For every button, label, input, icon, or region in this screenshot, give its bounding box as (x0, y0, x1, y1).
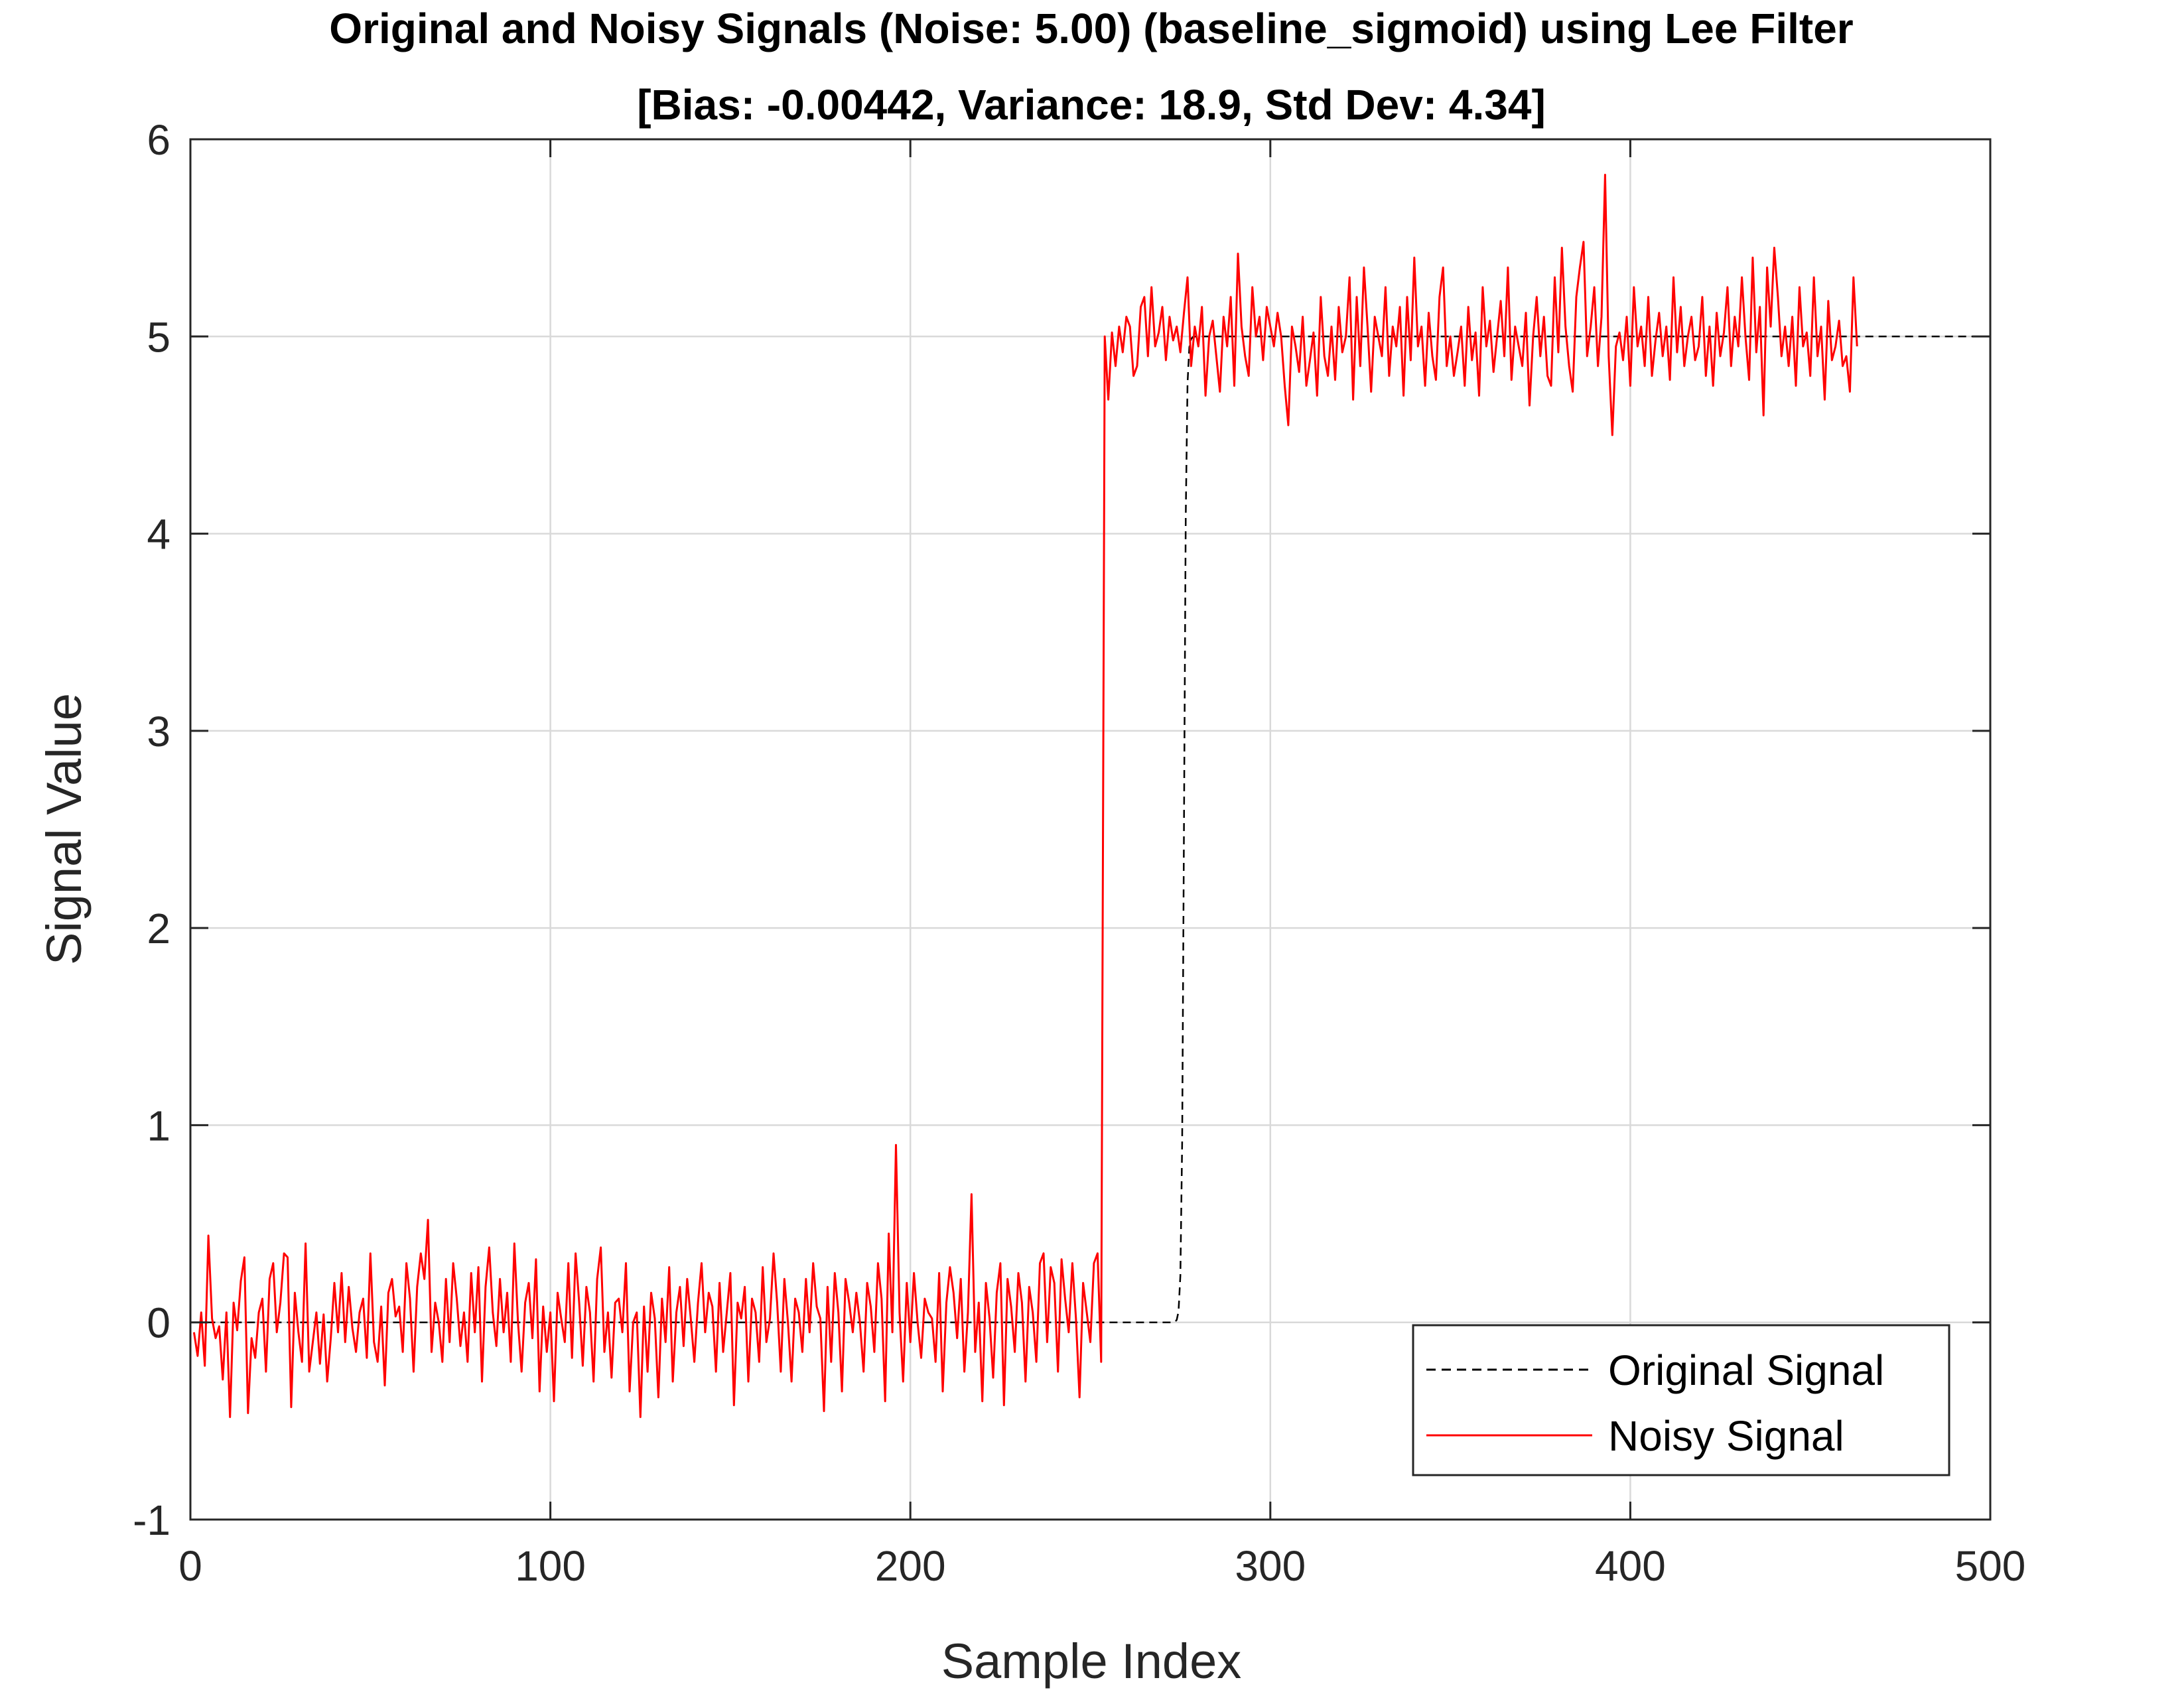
noisy-signal-line (192, 174, 1858, 1418)
x-tick-label: 200 (875, 1542, 946, 1590)
x-axis-label: Sample Index (941, 1634, 1242, 1689)
chart-subtitle: [Bias: -0.00442, Variance: 18.9, Std Dev… (637, 81, 1546, 129)
x-tick-label: 100 (515, 1542, 586, 1590)
y-tick-label: 0 (147, 1299, 171, 1347)
legend-noisy-label: Noisy Signal (1608, 1412, 1844, 1460)
x-tick-label: 0 (178, 1542, 202, 1590)
y-axis-label: Signal Value (36, 693, 92, 965)
axes-box (189, 138, 1992, 1521)
legend-box (1412, 1324, 1950, 1476)
y-tick-label: 2 (147, 905, 171, 952)
series-layer (192, 174, 1990, 1418)
legend-original-label: Original Signal (1608, 1346, 1884, 1394)
y-tick-label: 5 (147, 313, 171, 361)
x-tick-label: 300 (1235, 1542, 1306, 1590)
y-tick-label: 6 (147, 116, 171, 164)
chart-title: Original and Noisy Signals (Noise: 5.00)… (329, 5, 1853, 52)
y-tick-label: 3 (147, 708, 171, 755)
y-tick-label: -1 (133, 1496, 171, 1544)
plot-area (190, 139, 1990, 1520)
legend: Original Signal Noisy Signal (1412, 1324, 1950, 1476)
x-tick-label: 400 (1595, 1542, 1666, 1590)
y-tick-label: 1 (147, 1102, 171, 1149)
y-tick-label: 4 (147, 511, 171, 558)
x-tick-label: 500 (1955, 1542, 2026, 1590)
